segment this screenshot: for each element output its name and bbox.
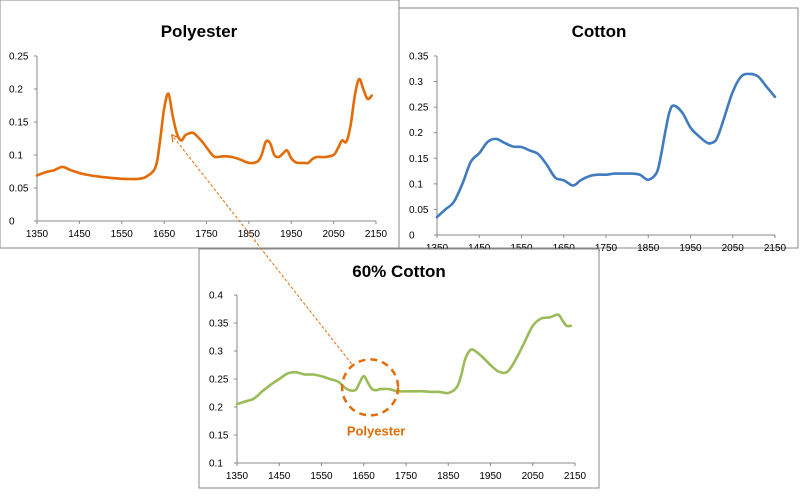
cotton-chart-panel: Cotton 00.050.10.150.20.250.30.351350145… [398, 7, 799, 254]
y-tick-label: 0.35 [209, 319, 229, 330]
sixty-percent-cotton-chart-panel: 60% Cotton 0.1 0.15 0.2 0.25 0.3 0.35 0.4 1350 1… [172, 136, 600, 489]
x-tick-label: 2150 [764, 243, 787, 254]
y-tick-label: 0.2 [409, 128, 423, 139]
x-tick-label: 1950 [679, 243, 702, 254]
x-tick-label: 2050 [722, 243, 745, 254]
y-tick-label: 0.1 [209, 459, 223, 470]
x-tick-label: 1550 [310, 471, 333, 482]
y-tick-label: 0.25 [209, 375, 229, 386]
x-tick-label: 2150 [564, 471, 587, 482]
x-tick-label: 1450 [68, 229, 91, 240]
x-tick-label: 1850 [238, 229, 261, 240]
y-tick-label: 0.1 [9, 151, 23, 162]
x-tick-label: 2050 [323, 229, 346, 240]
chart-title: Polyester [161, 22, 238, 41]
x-tick-label: 1550 [111, 229, 134, 240]
x-tick-label: 1850 [637, 243, 660, 254]
y-tick-label: 0.05 [9, 184, 29, 195]
x-tick-label: 1850 [437, 471, 460, 482]
chart-border [198, 248, 600, 489]
y-tick-label: 0.2 [209, 403, 223, 414]
y-tick-label: 0.3 [409, 77, 423, 88]
series-line [35, 77, 374, 181]
x-tick-label: 1750 [195, 229, 218, 240]
x-tick-label: 1750 [595, 243, 618, 254]
series-line [235, 313, 573, 406]
polyester-chart-panel: Polyester 0 0.05 0.1 0.15 0.2 0.25 1350 1450 155… [0, 0, 400, 249]
y-tick-label: 0.15 [9, 118, 29, 129]
x-tick-label: 1350 [26, 229, 49, 240]
y-tick-label: 0.35 [409, 52, 429, 63]
y-tick-label: 0.15 [209, 431, 229, 442]
y-tick-label: 0 [409, 231, 415, 242]
chart-border [398, 7, 799, 249]
series-line [435, 72, 777, 219]
chart-border [0, 0, 400, 249]
y-tick-label: 0.3 [209, 347, 223, 358]
chart-title: Cotton [572, 22, 627, 41]
y-tick-label: 0 [9, 217, 15, 228]
annotation-arrow [172, 136, 352, 365]
x-tick-label: 2150 [365, 229, 388, 240]
chart-title: 60% Cotton [352, 262, 446, 281]
x-tick-label: 1950 [280, 229, 303, 240]
y-tick-label: 0.25 [9, 52, 29, 63]
x-tick-label: 1450 [268, 471, 291, 482]
annotation-circle [340, 358, 400, 417]
x-tick-label: 2050 [522, 471, 545, 482]
y-tick-label: 0.4 [209, 291, 223, 302]
x-tick-label: 1950 [479, 471, 502, 482]
y-tick-label: 0.1 [409, 179, 423, 190]
x-tick-label: 1650 [353, 471, 376, 482]
x-tick-label: 1750 [395, 471, 418, 482]
annotation-label: Polyester [347, 423, 406, 438]
x-tick-label: 1350 [226, 471, 249, 482]
x-tick-label: 1650 [153, 229, 176, 240]
y-tick-label: 0.05 [409, 205, 429, 216]
y-tick-label: 0.2 [9, 85, 23, 96]
y-tick-label: 0.25 [409, 103, 429, 114]
y-tick-label: 0.15 [409, 154, 429, 165]
